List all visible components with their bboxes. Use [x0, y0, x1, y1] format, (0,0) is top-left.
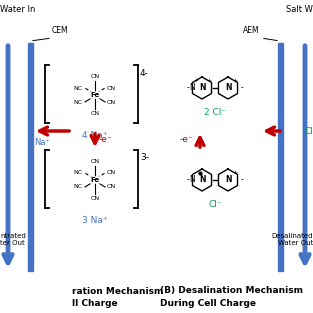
Text: CN: CN	[90, 74, 100, 79]
Text: N: N	[225, 84, 231, 93]
Text: -e⁻: -e⁻	[99, 136, 113, 145]
Text: CN: CN	[107, 171, 116, 176]
Text: Salt W: Salt W	[286, 5, 313, 14]
Text: N: N	[199, 84, 205, 93]
Text: CN: CN	[90, 159, 100, 164]
Bar	[278, 43, 283, 271]
Text: During Cell Charge: During Cell Charge	[160, 299, 256, 307]
Text: (B) Desalination Mechanism: (B) Desalination Mechanism	[160, 286, 303, 295]
Text: Cl⁻: Cl⁻	[208, 200, 222, 209]
Text: CN: CN	[90, 196, 100, 201]
Text: N: N	[189, 176, 195, 184]
Text: -e⁻: -e⁻	[179, 136, 193, 145]
Text: ll Charge: ll Charge	[72, 299, 118, 307]
Text: -: -	[241, 84, 244, 93]
Text: NC: NC	[74, 85, 83, 90]
Text: CEM: CEM	[52, 26, 69, 35]
Text: AEM: AEM	[244, 26, 260, 35]
Text: Water Out: Water Out	[278, 240, 313, 246]
Text: CN: CN	[107, 184, 116, 189]
Text: CN: CN	[107, 85, 116, 90]
Text: CN: CN	[107, 100, 116, 105]
Text: CN: CN	[90, 111, 100, 116]
Text: ter Out: ter Out	[0, 240, 25, 246]
Text: N: N	[189, 84, 195, 93]
Text: NC: NC	[74, 171, 83, 176]
Text: ration Mechanism: ration Mechanism	[72, 286, 163, 295]
Text: Cl: Cl	[304, 126, 313, 136]
Text: ntrated: ntrated	[0, 233, 26, 239]
Text: 4 Na⁺: 4 Na⁺	[82, 131, 108, 140]
Text: Na⁺: Na⁺	[34, 138, 50, 147]
Text: Fe: Fe	[90, 92, 100, 98]
Text: -: -	[186, 84, 189, 93]
Text: +: +	[232, 78, 237, 83]
Text: -: -	[241, 176, 244, 184]
Text: 2 Cl⁻: 2 Cl⁻	[204, 108, 226, 117]
Text: 3 Na⁺: 3 Na⁺	[82, 216, 108, 225]
Text: -: -	[186, 176, 189, 184]
Text: 4-: 4-	[140, 69, 149, 78]
Text: NC: NC	[74, 184, 83, 189]
Text: Desalinated: Desalinated	[271, 233, 313, 239]
Bar	[28, 43, 33, 271]
Text: +: +	[206, 78, 211, 83]
Text: Water In: Water In	[0, 5, 35, 14]
Text: NC: NC	[74, 100, 83, 105]
Text: N: N	[199, 176, 205, 184]
Text: N: N	[225, 176, 231, 184]
Text: +: +	[232, 170, 237, 175]
Text: +: +	[193, 78, 198, 83]
Text: 3-: 3-	[140, 153, 149, 162]
Text: Fe: Fe	[90, 177, 100, 183]
